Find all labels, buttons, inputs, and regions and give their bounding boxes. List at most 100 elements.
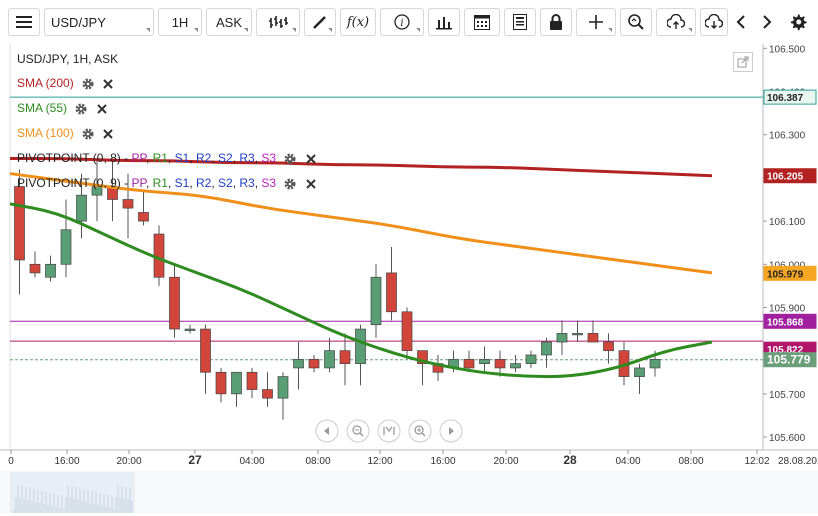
lock-button[interactable]	[540, 8, 572, 36]
crosshair-button[interactable]	[576, 8, 616, 36]
candle-body[interactable]	[649, 358, 661, 369]
close-icon[interactable]	[305, 153, 317, 165]
pivot-levels: - PP, R1, S1, R2, S2, R3, S3	[121, 151, 276, 165]
news-button[interactable]	[504, 8, 536, 36]
zoom-in-button[interactable]	[408, 419, 432, 443]
candle-body[interactable]	[355, 328, 366, 364]
function-button[interactable]: f(x)	[340, 8, 376, 36]
candle-body[interactable]	[231, 371, 242, 395]
info-button[interactable]: i	[380, 8, 424, 36]
candle-body[interactable]	[184, 328, 196, 331]
candle-body[interactable]	[29, 263, 41, 274]
gear-icon[interactable]	[81, 77, 95, 91]
candle-body[interactable]	[324, 350, 335, 369]
pivot-part: R3	[239, 151, 255, 165]
candle-body[interactable]	[262, 389, 273, 399]
price-tag-box	[763, 89, 817, 105]
indicators-button[interactable]	[428, 8, 460, 36]
sma-200-line	[10, 156, 713, 178]
close-icon[interactable]	[102, 78, 114, 90]
candle-body[interactable]	[138, 212, 149, 222]
pivot-part: PP	[131, 151, 146, 165]
sma-100-line	[9, 172, 713, 275]
candle-body[interactable]	[200, 328, 211, 373]
popout-icon	[737, 56, 749, 68]
price-tag: 106.387	[763, 89, 817, 105]
price-tag-box	[763, 313, 817, 329]
candle-body[interactable]	[541, 341, 552, 356]
candle-body[interactable]	[401, 311, 413, 352]
chart-title: USD/JPY, 1H, ASK	[17, 52, 119, 66]
info-icon: i	[394, 14, 410, 30]
close-icon[interactable]	[305, 178, 317, 190]
gear-icon[interactable]	[283, 152, 297, 166]
indicator-pivot-9: PIVOTPOINT (0, 9) - PP, R1, S1, R2, S2, …	[17, 176, 317, 191]
popout-button[interactable]	[733, 52, 753, 72]
draw-tool-button[interactable]	[304, 8, 336, 36]
zoom-out-button[interactable]	[346, 419, 370, 443]
candle-body[interactable]	[308, 358, 320, 369]
bar-style-button[interactable]	[256, 8, 300, 36]
timeframe-selector[interactable]: 1H	[158, 8, 202, 36]
candle-body[interactable]	[76, 194, 87, 222]
symbol-selector[interactable]: USD/JPY	[44, 8, 154, 36]
pivot-part: ,	[211, 151, 219, 165]
candle-body[interactable]	[494, 358, 506, 369]
menu-button[interactable]	[8, 8, 40, 36]
candle-body[interactable]	[60, 229, 72, 265]
forward-icon	[763, 15, 772, 29]
candle-body[interactable]	[525, 354, 537, 364]
candle-body[interactable]	[122, 199, 134, 209]
pivot-prefix: PIVOTPOINT (0, 9)	[17, 176, 121, 190]
candle-body[interactable]	[215, 371, 227, 395]
zoom-button[interactable]	[620, 8, 652, 36]
gear-icon[interactable]	[283, 177, 297, 191]
candle-body[interactable]	[45, 263, 56, 278]
y-tick-label: 106.500	[769, 44, 806, 55]
navigator[interactable]	[0, 470, 818, 513]
candle-body[interactable]	[479, 358, 490, 364]
candle-body[interactable]	[293, 358, 304, 369]
pivot-part: S2	[218, 151, 233, 165]
candle-body[interactable]	[339, 350, 351, 364]
close-icon[interactable]	[96, 103, 108, 115]
reset-icon	[383, 426, 395, 435]
candle-body[interactable]	[463, 358, 475, 369]
pivot-part: ,	[254, 151, 262, 165]
candle-body[interactable]	[603, 341, 614, 352]
indicator-sma-200: SMA (200)	[17, 76, 114, 91]
close-icon[interactable]	[102, 128, 114, 140]
price-chart[interactable]: 106.500106.400106.300106.200106.100106.0…	[0, 44, 818, 513]
candle-body[interactable]	[510, 363, 521, 369]
gear-icon[interactable]	[81, 127, 95, 141]
x-tick-label: 12:02	[744, 456, 769, 467]
candle-body[interactable]	[370, 276, 382, 326]
candle-body[interactable]	[417, 350, 428, 364]
calendar-button[interactable]	[464, 8, 500, 36]
x-tick-label: 0	[8, 456, 14, 467]
gear-icon[interactable]	[74, 102, 88, 116]
candle-body[interactable]	[14, 186, 25, 261]
candle-body[interactable]	[246, 371, 258, 390]
x-tick-label: 04:00	[615, 456, 640, 467]
forward-button[interactable]	[754, 8, 780, 36]
plot-area[interactable]	[0, 44, 818, 450]
price-tag-label: 105.979	[767, 269, 804, 280]
chart-canvas[interactable]: 106.500106.400106.300106.200106.100106.0…	[0, 44, 818, 513]
candle-body[interactable]	[169, 276, 180, 330]
settings-button[interactable]	[784, 8, 812, 36]
x-tick-label: 20:00	[116, 456, 141, 467]
price-type-selector[interactable]: ASK	[206, 8, 252, 36]
pivot-part: ,	[211, 176, 219, 190]
candle-body[interactable]	[634, 367, 645, 377]
pivot-part: S2	[218, 176, 233, 190]
upload-button[interactable]	[656, 8, 696, 36]
back-button[interactable]	[728, 8, 754, 36]
candle-body[interactable]	[386, 272, 397, 313]
candle-body[interactable]	[587, 333, 599, 343]
candle-body[interactable]	[556, 333, 568, 343]
candle-body[interactable]	[277, 376, 289, 399]
download-button[interactable]	[700, 8, 728, 36]
timeframe-label: 1H	[171, 14, 189, 30]
candle-body[interactable]	[572, 333, 583, 336]
